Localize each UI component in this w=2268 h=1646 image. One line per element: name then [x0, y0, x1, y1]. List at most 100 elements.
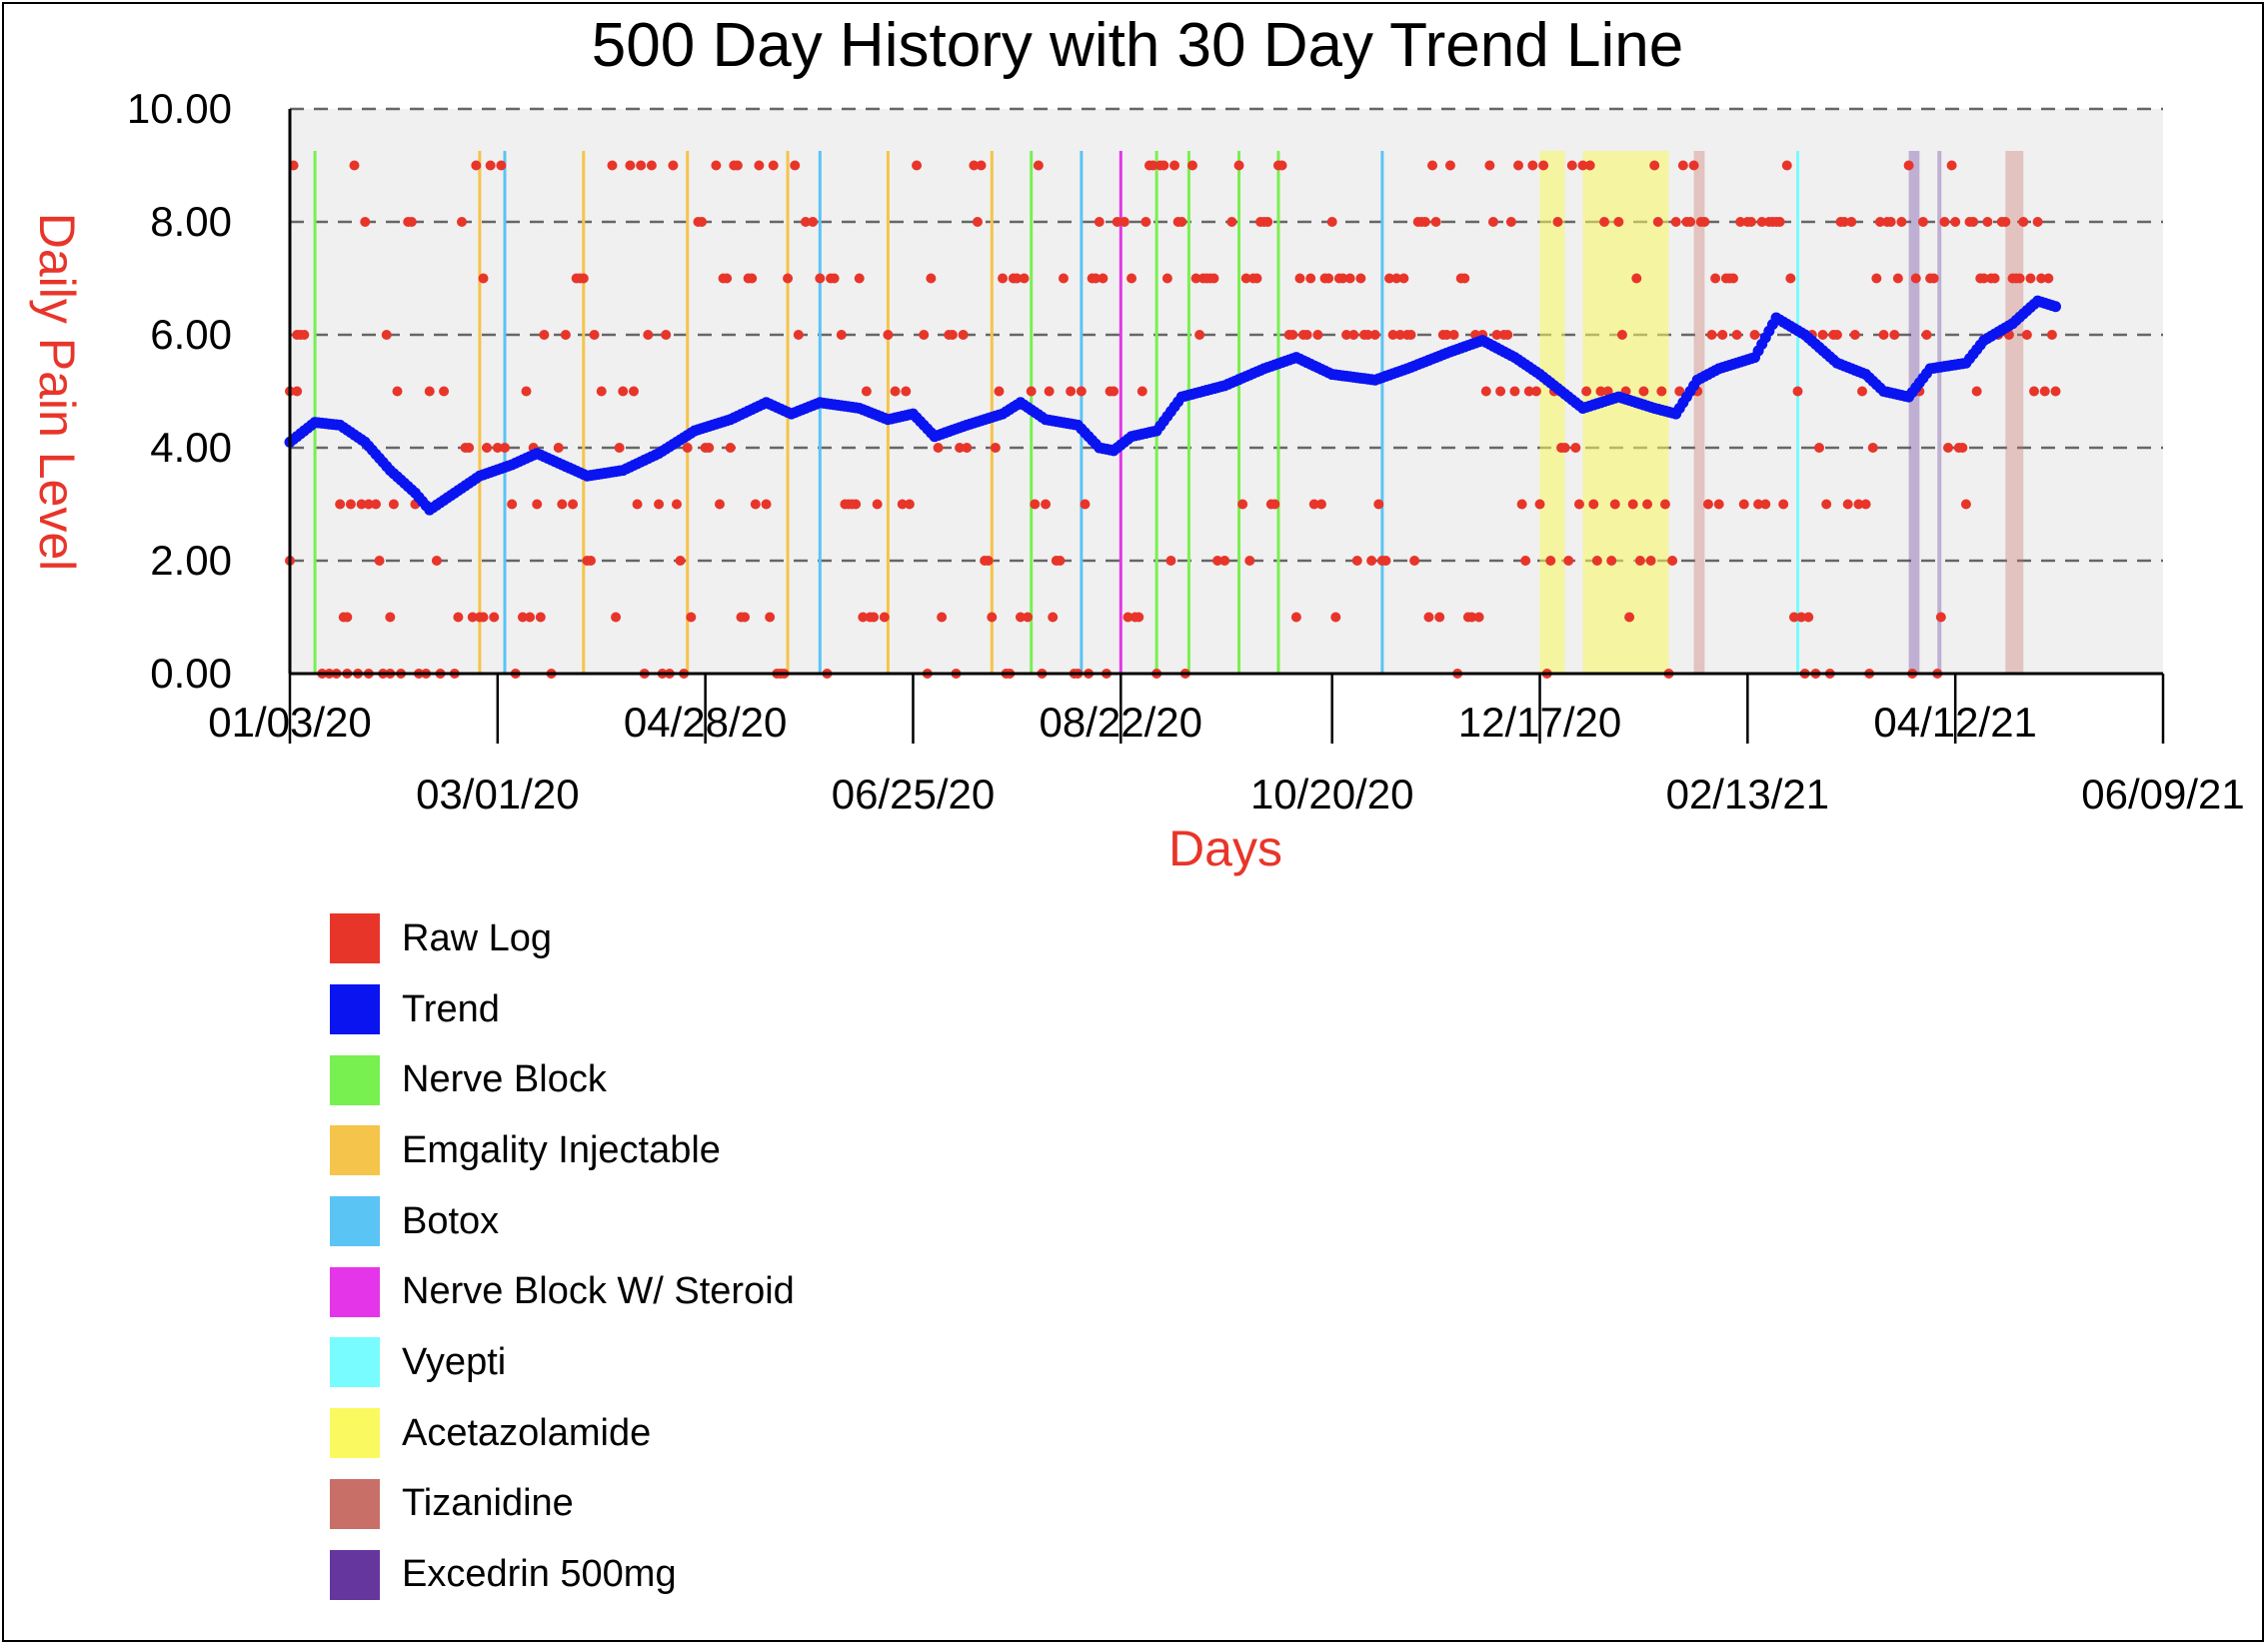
- x-tick-label: 06/09/21: [2081, 771, 2245, 818]
- raw-log-point: [1735, 217, 1746, 227]
- raw-log-point: [1559, 443, 1570, 453]
- raw-log-point: [1091, 273, 1102, 284]
- raw-log-point: [1219, 556, 1230, 566]
- raw-log-point: [1642, 499, 1653, 510]
- raw-log-point: [851, 499, 862, 510]
- raw-log-point: [1989, 273, 2000, 284]
- raw-log-point: [714, 499, 725, 510]
- raw-log-point: [1613, 217, 1624, 227]
- raw-log-point: [370, 499, 381, 510]
- raw-log-point: [1677, 160, 1688, 171]
- raw-log-point: [1874, 217, 1885, 227]
- raw-log-point: [1380, 556, 1391, 566]
- raw-log-point: [1656, 386, 1667, 397]
- raw-log-point: [1026, 386, 1037, 397]
- raw-log-point: [632, 499, 643, 510]
- raw-log-point: [1530, 386, 1541, 397]
- raw-log-point: [793, 330, 804, 340]
- raw-log-point: [1190, 273, 1201, 284]
- raw-log-point: [614, 443, 625, 453]
- raw-log-point: [2032, 217, 2043, 227]
- period-band: [1693, 151, 1705, 674]
- legend-swatch: [330, 1054, 380, 1105]
- raw-log-point: [1502, 330, 1513, 340]
- x-tick-label: 12/17/20: [1458, 699, 1622, 746]
- y-tick-labels: 0.00 2.00 4.00 6.00 8.00 10.00: [127, 85, 232, 697]
- raw-log-point: [1484, 160, 1495, 171]
- raw-log-point: [478, 612, 489, 623]
- raw-log-point: [1814, 443, 1825, 453]
- raw-log-point: [994, 386, 1005, 397]
- raw-log-point: [1728, 273, 1739, 284]
- raw-log-point: [1584, 160, 1595, 171]
- y-tick-label: 8.00: [150, 198, 232, 245]
- raw-log-point: [2039, 386, 2050, 397]
- legend-swatch: [330, 1196, 380, 1247]
- raw-log-point: [2050, 386, 2061, 397]
- legend-swatch: [330, 1266, 380, 1317]
- legend-label: Nerve Block: [402, 1058, 607, 1101]
- raw-log-point: [1337, 273, 1348, 284]
- raw-log-point: [897, 499, 908, 510]
- raw-log-point: [686, 612, 697, 623]
- raw-log-point: [1341, 330, 1352, 340]
- legend-swatch: [330, 1125, 380, 1176]
- raw-log-point: [815, 273, 826, 284]
- raw-log-point: [1123, 612, 1134, 623]
- y-tick-label: 0.00: [150, 650, 232, 697]
- raw-log-point: [456, 217, 467, 227]
- raw-log-point: [1466, 612, 1477, 623]
- y-axis-title: Daily Pain Level: [29, 213, 85, 572]
- x-tick-labels: 01/03/20 03/01/20 04/28/20 06/25/20 08/22/20…: [208, 699, 2245, 818]
- raw-log-point: [872, 499, 883, 510]
- raw-log-point: [1305, 273, 1316, 284]
- legend-item-raw-log: Raw Log: [330, 903, 795, 974]
- raw-log-point: [1839, 217, 1850, 227]
- raw-log-point: [1713, 499, 1724, 510]
- raw-log-point: [761, 499, 772, 510]
- raw-log-point: [1627, 499, 1638, 510]
- raw-log-point: [467, 612, 478, 623]
- raw-log-point: [858, 612, 869, 623]
- raw-log-point: [1699, 217, 1710, 227]
- raw-log-point: [890, 386, 901, 397]
- legend-label: Trend: [402, 987, 500, 1030]
- raw-log-point: [1609, 499, 1620, 510]
- raw-log-point: [1788, 612, 1799, 623]
- raw-log-point: [1527, 160, 1538, 171]
- raw-log-point: [1702, 499, 1713, 510]
- raw-log-point: [1659, 499, 1670, 510]
- raw-log-point: [1326, 217, 1337, 227]
- raw-log-point: [1080, 499, 1091, 510]
- raw-log-point: [704, 443, 715, 453]
- raw-log-point: [1444, 160, 1455, 171]
- raw-log-point: [1917, 217, 1928, 227]
- legend-swatch: [330, 1408, 380, 1459]
- raw-log-point: [747, 273, 758, 284]
- raw-log-point: [1631, 273, 1642, 284]
- raw-log-point: [1871, 273, 1882, 284]
- raw-log-point: [2021, 330, 2032, 340]
- raw-log-point: [1030, 499, 1041, 510]
- raw-log-point: [1624, 612, 1635, 623]
- raw-log-point: [1134, 612, 1144, 623]
- raw-log-point: [618, 386, 629, 397]
- raw-log-point: [1387, 330, 1398, 340]
- raw-log-point: [1509, 386, 1520, 397]
- raw-log-point: [1094, 217, 1105, 227]
- raw-log-point: [1928, 273, 1939, 284]
- raw-log-point: [431, 556, 442, 566]
- raw-log-point: [1602, 386, 1613, 397]
- raw-log-point: [1566, 160, 1577, 171]
- raw-log-point: [1233, 160, 1244, 171]
- raw-log-point: [1287, 330, 1298, 340]
- raw-log-point: [1667, 556, 1678, 566]
- x-tick-label: 04/28/20: [624, 699, 788, 746]
- legend-swatch: [330, 1478, 380, 1529]
- raw-log-point: [765, 612, 776, 623]
- x-tick-label: 06/25/20: [832, 771, 996, 818]
- raw-log-point: [1405, 330, 1416, 340]
- raw-log-point: [1849, 330, 1860, 340]
- legend-item-nerve-block: Nerve Block: [330, 1044, 795, 1115]
- legend-item-nerve-block-steroid: Nerve Block W/ Steroid: [330, 1256, 795, 1327]
